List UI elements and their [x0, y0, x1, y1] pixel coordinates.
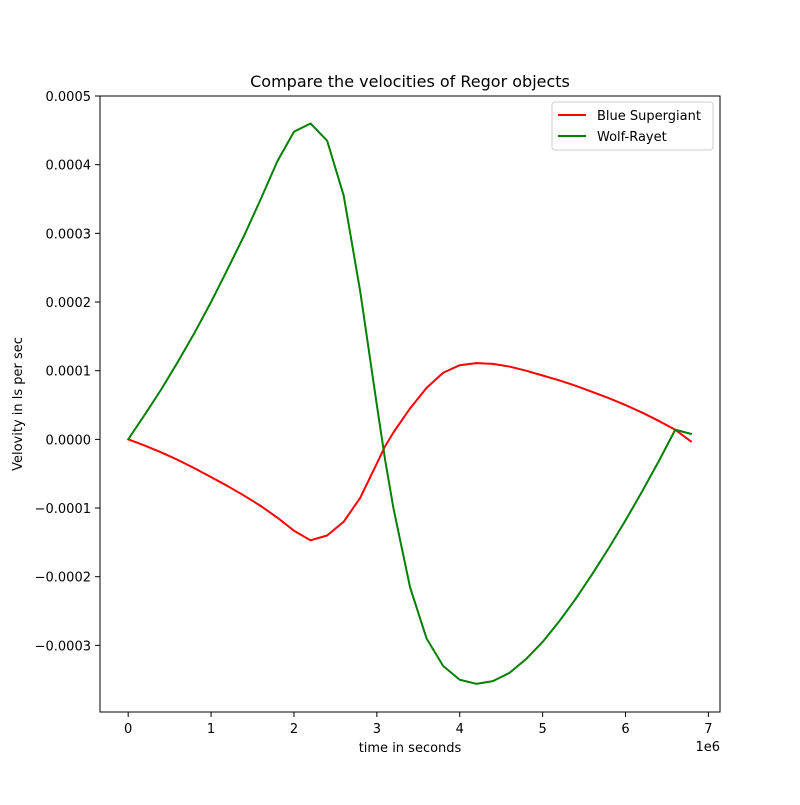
chart-title: Compare the velocities of Regor objects [250, 72, 570, 91]
y-tick-label: −0.0003 [35, 639, 91, 654]
y-tick-label: −0.0002 [35, 571, 91, 586]
legend: Blue Supergiant Wolf-Rayet [551, 101, 714, 151]
x-tick-label: 0 [124, 722, 132, 737]
legend-box [551, 101, 714, 151]
x-tick-label: 2 [290, 722, 298, 737]
y-axis-label: Velovity in ls per sec [11, 337, 26, 471]
series-line-wolf-rayet [127, 122, 692, 685]
x-tick-label: 3 [373, 722, 381, 737]
y-tick-label: 0.0003 [46, 227, 92, 242]
x-tick-label: 6 [621, 722, 629, 737]
series-line-blue-supergiant [127, 362, 692, 542]
x-tick-label: 4 [456, 722, 464, 737]
y-tick-label: −0.0001 [35, 502, 91, 517]
x-tick-label: 7 [704, 722, 712, 737]
axes-frame [99, 95, 721, 713]
y-tick-label: 0.0000 [46, 433, 92, 448]
y-tick-label: 0.0004 [46, 159, 92, 174]
y-tick-label: 0.0002 [46, 296, 92, 311]
x-tick-label: 1 [207, 722, 215, 737]
y-tick-label: 0.0001 [46, 365, 92, 380]
x-tick-label: 5 [538, 722, 546, 737]
legend-label: Wolf-Rayet [597, 130, 667, 145]
x-axis-label: time in seconds [359, 741, 462, 756]
x-axis-offset-text: 1e6 [695, 740, 720, 755]
y-tick-label: 0.0005 [46, 90, 92, 105]
legend-label: Blue Supergiant [597, 109, 701, 124]
